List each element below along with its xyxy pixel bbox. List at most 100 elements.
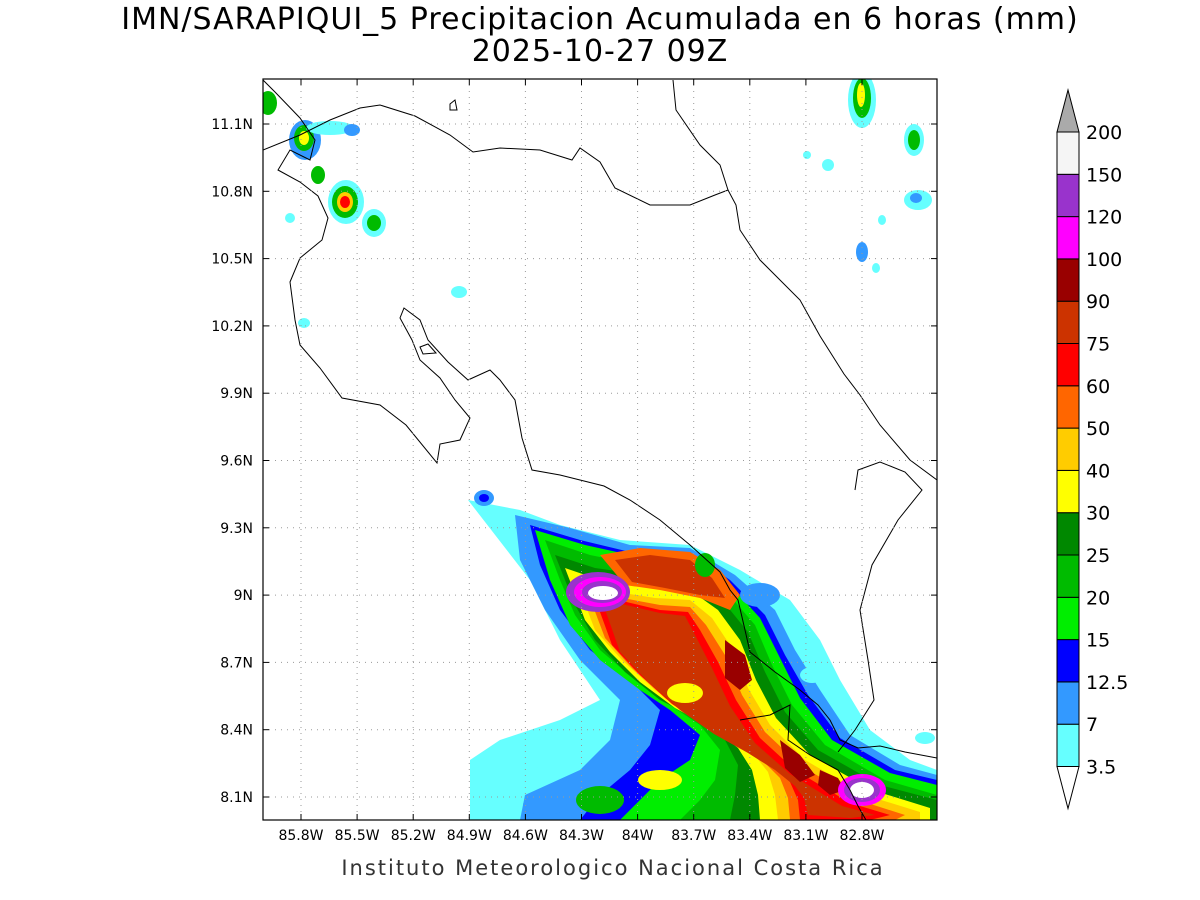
precip-cell-nw [451,286,467,298]
lon-label: 84.3W [559,828,604,844]
colorbar-segment [1056,681,1080,725]
colorbar-level-label: 200 [1086,122,1122,144]
lon-label: 84.9W [447,828,492,844]
lat-label: 10.2N [211,319,253,335]
colorbar-segment [1056,343,1080,387]
colorbar-level-label: 120 [1086,207,1122,229]
precip-band-north-75 [615,555,725,598]
map-grid [263,79,937,820]
colorbar-segment [1056,131,1080,175]
nicaragua-coast [263,79,937,759]
coastline [263,79,937,820]
colorbar-segment [1056,385,1080,429]
colorbar-segment [1056,173,1080,218]
lake-outline [419,343,438,355]
colorbar-level-label: 100 [1086,249,1122,271]
lat-label: 10.8N [211,184,253,200]
colorbar-level-label: 40 [1086,460,1110,482]
colorbar-level-label: 30 [1086,503,1110,525]
colorbar-level-label: 75 [1086,334,1110,356]
lon-label: 82.8W [839,828,884,844]
latitude-labels: 11.1N 10.8N 10.5N 10.2N 9.9N 9.6N 9.3N 9N 8.7N 8.… [211,117,253,806]
longitude-labels: 85.8W 85.5W 85.2W 84.9W 84.6W 84.3W 84W 83.7W 83… [278,828,884,844]
precip-cell [915,732,935,744]
lat-label: 11.1N [211,117,253,133]
precip-cell [523,795,567,815]
colorbar-segment [1056,512,1080,556]
lat-label: 9.3N [220,521,253,537]
map-subtitle-datetime: 2025-10-27 09Z [471,34,729,69]
lat-label: 9.9N [220,386,253,402]
island-outline [449,99,458,111]
lon-label: 83.4W [727,828,772,844]
precip-cell [638,770,682,790]
precip-cell-nw [285,213,295,223]
precip-cell [478,753,538,777]
colorbar-level-label: 15 [1086,630,1110,652]
precip-cell [695,553,715,577]
precip-cell-ne [803,151,811,159]
lon-label: 85.5W [335,828,380,844]
panama-border [837,461,923,753]
colorbar-under-triangle [1056,766,1080,811]
lat-label: 9.6N [220,454,253,470]
precip-cell-ne [878,215,886,225]
precip-cell-nw [311,166,325,184]
colorbar-segment [1056,216,1080,260]
precip-peak-200 [588,586,618,600]
precip-cell-ne [910,193,922,203]
lat-label: 10.5N [211,252,253,268]
northern-coast-nicaragua [263,104,937,481]
precipitation-field [263,79,937,820]
precip-cell-nw [298,318,310,328]
lon-label: 83.7W [671,828,716,844]
colorbar-level-label: 60 [1086,376,1110,398]
precip-cell-ne [822,159,834,171]
colorbar-level-label: 3.5 [1086,757,1116,779]
colorbar-segment [1056,469,1080,514]
lat-label: 8.1N [220,790,253,806]
colorbar-segment [1056,596,1080,641]
colorbar-over-triangle [1056,88,1080,133]
lon-label: 84W [622,828,654,844]
precip-cell-ne [856,242,868,262]
precip-cell [479,494,489,502]
lon-label: 84.6W [503,828,548,844]
colorbar-level-label: 12.5 [1086,672,1128,694]
colorbar-segment [1056,723,1080,768]
map-frame [262,78,938,821]
colorbar: 3.5 7 12.5 15 20 25 30 40 50 60 75 90 100 120 150 200 [1056,88,1128,811]
colorbar-level-label: 90 [1086,291,1110,313]
colorbar-segment [1056,258,1080,302]
precip-cell [576,786,624,814]
colorbar-level-label: 50 [1086,418,1110,440]
colorbar-segment [1056,554,1080,598]
precip-cell-nw [340,196,350,208]
lon-label: 83.1W [783,828,828,844]
colorbar-level-label: 25 [1086,545,1110,567]
colorbar-segment [1056,639,1080,683]
precip-band-90 [725,640,845,795]
precip-cell-nw [344,124,360,136]
lat-label: 8.4N [220,723,253,739]
precip-band-75 [600,595,875,818]
colorbar-level-label: 150 [1086,164,1122,186]
lat-label: 9N [234,588,253,604]
colorbar-segment [1056,300,1080,345]
precip-cell-nw [263,91,277,115]
axis-ticks [263,79,937,820]
colorbar-level-label: 20 [1086,587,1110,609]
lon-label: 85.2W [391,828,436,844]
colorbar-segment [1056,427,1080,471]
colorbar-level-label: 7 [1086,714,1098,736]
map-title: IMN/SARAPIQUI_5 Precipitacion Acumulada … [121,2,1079,37]
lon-label: 85.8W [278,828,323,844]
footer-credit: Instituto Meteorologico Nacional Costa R… [341,856,885,880]
precip-cell [667,683,703,703]
precip-cell-ne [872,263,880,273]
precip-cell-nw [367,215,381,231]
precip-cell-ne [857,83,865,107]
precip-cell [800,667,824,683]
precip-cell-ne [908,130,920,150]
